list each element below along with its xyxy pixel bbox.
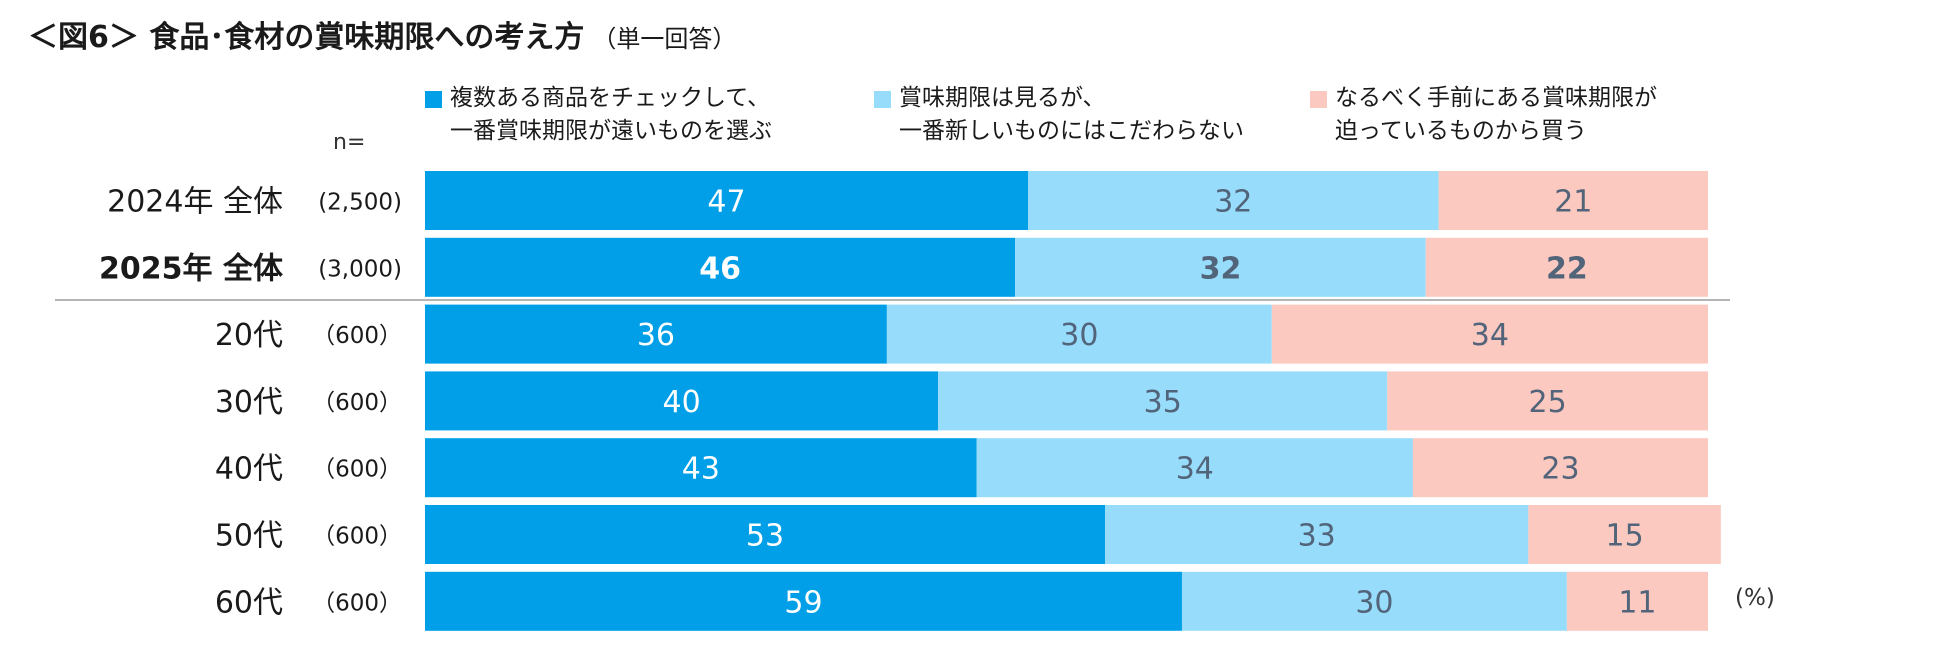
unit-label: (%) [1735, 585, 1775, 611]
data-label: 21 [1554, 185, 1592, 220]
legend-item-series-2: 賞味期限は見るが、 一番新しいものにはこだわらない [874, 82, 1244, 148]
data-label: 30 [1060, 318, 1098, 353]
data-label: 35 [1144, 385, 1182, 420]
bar-segment-series-3 [1425, 237, 1708, 297]
row-n-value: （600） [312, 457, 402, 483]
data-label: 33 [1298, 519, 1336, 554]
bar-segment-series-2 [1181, 571, 1567, 631]
legend-swatch-3 [1310, 91, 1327, 108]
data-label: 34 [1176, 452, 1214, 487]
bar-segment-series-2 [1028, 171, 1439, 230]
n-header: n= [333, 130, 366, 155]
data-label: 36 [637, 318, 675, 353]
legend-item-series-3: なるべく手前にある賞味期限が 迫っているものから買う [1310, 82, 1657, 148]
legend-swatch-1 [425, 91, 442, 108]
bar-segment-series-1 [425, 371, 939, 431]
row-label: 50代 [215, 519, 283, 554]
row-n-value: （600） [312, 323, 402, 349]
bar-segment-series-2 [976, 438, 1413, 498]
separator-line [55, 299, 1730, 301]
row-label: 20代 [215, 318, 283, 353]
data-label: 59 [784, 585, 822, 620]
data-label: 23 [1541, 452, 1579, 487]
row-label: 60代 [215, 585, 283, 620]
row-n-value: (2,500) [318, 190, 402, 216]
data-label: 53 [746, 519, 784, 554]
data-label: 43 [682, 452, 720, 487]
data-label: 32 [1214, 185, 1252, 220]
bar-segment-series-1 [425, 505, 1105, 564]
data-label: 11 [1618, 585, 1656, 620]
title-subtitle: （単一回答） [592, 25, 737, 53]
data-label: 34 [1471, 318, 1509, 353]
bar-segment-series-1 [425, 571, 1182, 631]
legend-label-1: 複数ある商品をチェックして、 一番賞味期限が遠いものを選ぶ [450, 85, 772, 144]
bar-segment-series-2 [886, 304, 1272, 364]
row-label: 2025年 全体 [99, 251, 284, 286]
data-label: 22 [1546, 251, 1588, 286]
row-n-value: (3,000) [318, 256, 402, 282]
row-label: 2024年 全体 [107, 185, 283, 220]
data-label: 40 [663, 385, 701, 420]
row-n-value: （600） [312, 390, 402, 416]
data-label: 32 [1200, 251, 1242, 286]
bar-segment-series-1 [425, 171, 1029, 230]
bar-segment-series-3 [1438, 171, 1708, 230]
title-main: ＜図6＞ 食品･食材の賞味期限への考え方 [28, 20, 585, 55]
row-n-value: （600） [312, 590, 402, 616]
bar-segment-series-1 [425, 237, 1016, 297]
chart-title: ＜図6＞ 食品･食材の賞味期限への考え方 （単一回答） [28, 12, 736, 56]
legend-swatch-2 [874, 91, 891, 108]
bar-segment-series-3 [1271, 304, 1708, 364]
bar-segment-series-1 [425, 304, 887, 364]
data-label: 47 [707, 185, 745, 220]
bar-segment-series-2 [1015, 237, 1426, 297]
bar-segment-series-3 [1528, 505, 1721, 564]
bar-segment-series-3 [1566, 571, 1708, 631]
data-label: 25 [1529, 385, 1567, 420]
row-label: 30代 [215, 385, 283, 420]
bar-segment-series-2 [938, 371, 1388, 431]
legend-label-2: 賞味期限は見るが、 一番新しいものにはこだわらない [899, 85, 1244, 144]
row-label: 40代 [215, 452, 283, 487]
bar-segment-series-2 [1104, 505, 1529, 564]
bar-segment-series-3 [1412, 438, 1708, 498]
data-label: 46 [699, 251, 741, 286]
data-label: 15 [1606, 519, 1644, 554]
bar-segment-series-1 [425, 438, 977, 498]
data-label: 30 [1355, 585, 1393, 620]
bar-segment-series-3 [1387, 371, 1708, 431]
legend-item-series-1: 複数ある商品をチェックして、 一番賞味期限が遠いものを選ぶ [425, 82, 772, 148]
legend-label-3: なるべく手前にある賞味期限が 迫っているものから買う [1335, 85, 1657, 144]
row-n-value: （600） [312, 524, 402, 550]
